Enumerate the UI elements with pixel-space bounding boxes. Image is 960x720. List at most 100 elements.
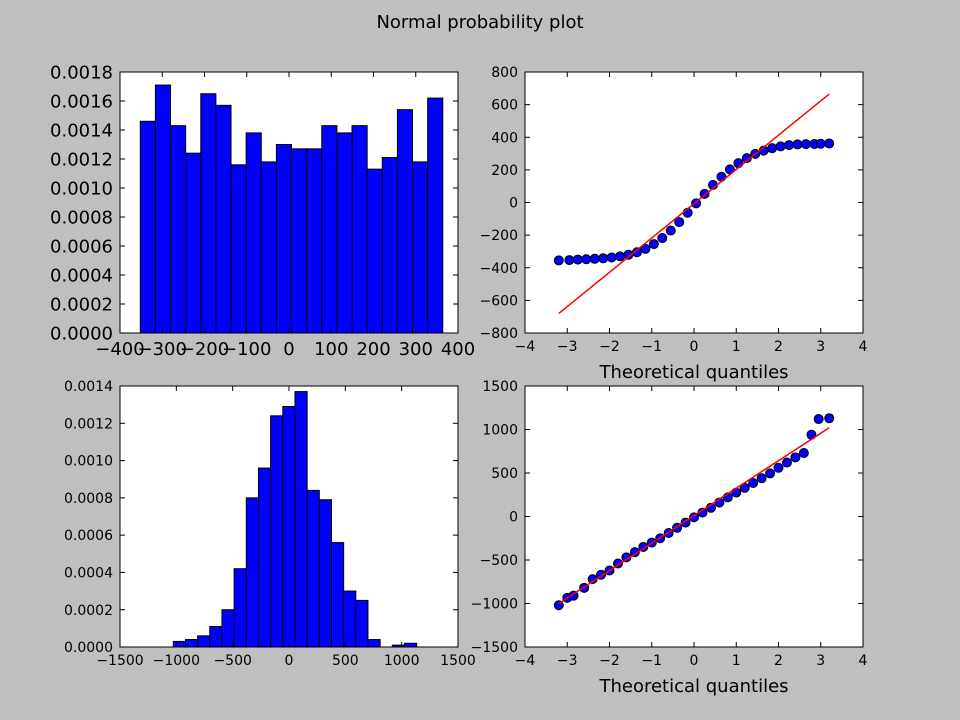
histogram-bar xyxy=(343,590,357,647)
y-tick-label: 0.0002 xyxy=(64,603,113,619)
histogram-bar xyxy=(306,489,320,647)
x-tick-label: −3 xyxy=(557,339,578,355)
data-point xyxy=(572,254,583,265)
data-point xyxy=(815,138,826,149)
histogram-bar xyxy=(221,609,235,647)
histogram-bar xyxy=(154,84,172,333)
data-point xyxy=(606,252,617,263)
plot-area xyxy=(139,84,444,333)
x-tick-label: 3 xyxy=(816,339,825,355)
y-tick-label: 0.0012 xyxy=(50,149,113,170)
histogram-bar xyxy=(412,161,429,333)
y-tick-label: 0.0014 xyxy=(50,120,113,141)
data-point xyxy=(716,171,727,182)
histogram-bar xyxy=(336,132,353,333)
top-right-qq-plot: −4 −3 −2 −1 0 1 2 3 4 −800 −600 −400 −200 0 200 400 600 8… xyxy=(480,65,868,383)
data-point xyxy=(813,414,824,425)
histogram-bar xyxy=(260,161,277,333)
y-tick-label: 0.0008 xyxy=(50,207,113,228)
data-point xyxy=(631,247,642,258)
y-tick-label: 600 xyxy=(491,98,518,114)
y-tick-label: 1500 xyxy=(482,379,518,395)
histogram-bar xyxy=(306,148,323,333)
y-tick-label: 1000 xyxy=(482,423,518,439)
data-point xyxy=(589,253,600,264)
histogram-bar xyxy=(321,125,338,333)
y-tick-label: 0.0006 xyxy=(50,236,113,257)
data-point xyxy=(640,243,651,254)
data-point xyxy=(553,255,564,266)
data-point xyxy=(657,233,668,244)
histogram-bar xyxy=(381,157,398,333)
y-tick-label: 0.0014 xyxy=(64,379,113,395)
data-point xyxy=(581,254,592,265)
x-tick-label: 300 xyxy=(399,339,433,360)
data-point xyxy=(781,457,792,468)
data-point xyxy=(798,447,809,458)
data-point xyxy=(568,590,579,601)
x-tick-label: −2 xyxy=(599,653,620,669)
data-point xyxy=(689,512,699,523)
data-point xyxy=(598,253,609,264)
data-point xyxy=(733,158,744,169)
data-point xyxy=(773,462,784,473)
histogram-bar xyxy=(209,625,223,647)
y-tick-label: −600 xyxy=(480,293,518,309)
y-tick-label: −500 xyxy=(480,553,518,569)
histogram-bar xyxy=(257,467,272,647)
y-tick-label: 0.0006 xyxy=(64,528,113,544)
histogram-bar xyxy=(230,164,247,333)
fit-line xyxy=(558,427,830,605)
y-tick-label: 0 xyxy=(509,196,518,212)
histogram-bar xyxy=(330,542,345,647)
y-tick-label: 200 xyxy=(491,163,518,179)
y-tick-label: 0.0012 xyxy=(64,416,113,432)
x-tick-label: 1000 xyxy=(384,653,420,669)
plot-area xyxy=(172,391,418,647)
data-point xyxy=(756,473,767,484)
x-tick-label: −1500 xyxy=(96,653,143,669)
figure-title: Normal probability plot xyxy=(376,12,583,33)
x-tick-label: −3 xyxy=(557,653,578,669)
histogram-bar xyxy=(403,642,418,647)
data-point xyxy=(784,140,795,151)
data-point xyxy=(800,139,811,150)
histogram-bar xyxy=(245,497,259,647)
histogram-bar xyxy=(282,406,296,647)
y-tick-label: 0.0008 xyxy=(64,491,113,507)
y-tick-label: 0.0004 xyxy=(64,565,113,581)
x-tick-label: 2 xyxy=(774,653,783,669)
x-tick-label: 0 xyxy=(285,653,294,669)
data-point xyxy=(629,547,640,558)
data-point xyxy=(748,478,759,489)
data-point xyxy=(824,413,835,424)
x-tick-label: −1 xyxy=(641,653,662,669)
x-tick-label: 4 xyxy=(859,339,868,355)
x-tick-label: 1500 xyxy=(440,653,476,669)
y-tick-label: 400 xyxy=(491,130,518,146)
x-tick-label: −200 xyxy=(180,339,229,360)
x-tick-label: −1 xyxy=(641,339,662,355)
y-tick-label: 0 xyxy=(509,510,518,526)
x-tick-label: 0 xyxy=(690,653,699,669)
x-tick-label: −4 xyxy=(515,653,536,669)
histogram-bar xyxy=(427,97,444,333)
x-tick-label: 4 xyxy=(859,653,868,669)
x-tick-label: −2 xyxy=(599,339,620,355)
histogram-bar xyxy=(185,152,202,333)
histogram-bar xyxy=(275,144,293,333)
histogram-bar xyxy=(270,415,284,647)
data-point xyxy=(767,143,778,154)
x-tick-label: 0 xyxy=(690,339,699,355)
histogram-bar xyxy=(318,499,332,647)
histogram-bar xyxy=(184,639,199,647)
x-tick-label: 3 xyxy=(816,653,825,669)
x-tick-label: 100 xyxy=(314,339,348,360)
histogram-bar xyxy=(197,635,211,647)
fit-line xyxy=(558,93,830,315)
histogram-bar xyxy=(294,391,308,647)
y-tick-label: 500 xyxy=(491,466,518,482)
y-tick-label: 0.0004 xyxy=(50,265,113,286)
x-tick-label: −4 xyxy=(515,339,536,355)
